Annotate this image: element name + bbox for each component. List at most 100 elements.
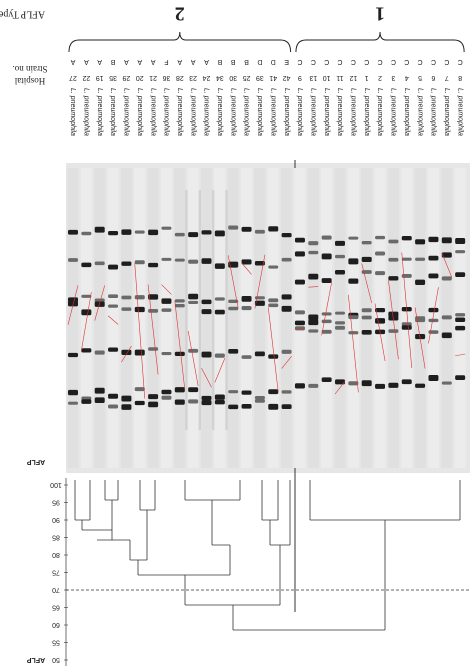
band	[415, 279, 426, 286]
strain-no: 11	[336, 74, 343, 81]
band	[254, 296, 265, 300]
hospital: D	[271, 58, 276, 65]
band	[268, 389, 279, 395]
band	[294, 310, 305, 315]
band	[428, 330, 439, 334]
band	[134, 400, 145, 406]
band	[268, 403, 279, 410]
band	[455, 272, 466, 277]
species: L. pneumophila	[149, 88, 156, 136]
lane	[374, 168, 386, 468]
band	[81, 231, 92, 236]
band	[161, 308, 172, 312]
band	[321, 253, 332, 260]
band	[415, 318, 426, 323]
band	[361, 315, 372, 320]
hospital: A	[190, 58, 195, 65]
scale-label: 65	[52, 604, 60, 611]
band	[375, 251, 386, 256]
band	[294, 279, 305, 285]
band	[188, 232, 199, 238]
hospital: A	[70, 58, 75, 65]
band	[214, 230, 225, 237]
marker-line	[441, 252, 453, 278]
band	[455, 317, 466, 322]
lane	[187, 168, 199, 468]
band	[294, 326, 305, 331]
lane	[334, 168, 346, 468]
hospital: C	[404, 58, 409, 65]
band	[348, 381, 359, 386]
band	[415, 257, 426, 261]
scale-label: 70	[52, 586, 60, 593]
band	[401, 322, 412, 327]
strain-no: 6	[431, 74, 435, 81]
species: L. pneumophila	[309, 88, 316, 136]
marker-line	[414, 307, 426, 369]
marker-line	[161, 284, 172, 295]
species: L. pneumophila	[456, 88, 463, 136]
band	[214, 400, 225, 405]
species: L. pneumophila	[350, 88, 357, 136]
marker-line	[187, 330, 199, 386]
branch	[138, 480, 241, 605]
band	[161, 226, 172, 230]
band	[108, 231, 119, 236]
band	[321, 319, 332, 324]
band	[108, 304, 119, 308]
hospital: C	[364, 58, 369, 65]
band	[148, 347, 159, 351]
band	[335, 311, 345, 315]
band	[415, 383, 426, 388]
marker-line	[107, 315, 119, 325]
band	[121, 395, 132, 402]
band	[281, 404, 292, 410]
band	[428, 318, 439, 323]
band	[134, 230, 145, 234]
band	[201, 351, 212, 358]
scale-label: 85	[52, 534, 60, 541]
marker-line	[281, 355, 292, 369]
species: L. pneumophila	[283, 88, 290, 136]
hospital: B	[110, 58, 115, 65]
hospital: C	[444, 58, 449, 65]
marker-line	[201, 367, 212, 388]
band	[68, 258, 78, 262]
lane	[281, 168, 293, 468]
band	[254, 229, 265, 234]
band	[308, 383, 319, 388]
strain-no: 21	[149, 74, 157, 81]
band	[428, 255, 439, 261]
scale-label: 80	[52, 551, 60, 558]
species: L. pneumophila	[109, 88, 116, 136]
lane	[147, 168, 159, 468]
band	[108, 264, 119, 270]
hospital: C	[418, 58, 423, 65]
dendrogram	[74, 480, 461, 631]
band	[241, 296, 252, 302]
band	[321, 312, 332, 316]
band	[108, 294, 119, 299]
strain-no: 8	[458, 74, 462, 81]
band	[428, 307, 439, 313]
band	[375, 318, 386, 324]
band	[134, 260, 145, 265]
band	[254, 261, 265, 266]
band	[228, 225, 239, 230]
band	[68, 389, 78, 396]
hospital: C	[297, 58, 302, 65]
branch	[309, 480, 461, 630]
band	[241, 259, 252, 265]
band	[441, 237, 452, 244]
hospital-header: Hospital	[14, 76, 45, 86]
hospital: A	[124, 58, 129, 65]
band	[68, 229, 78, 235]
lane	[107, 168, 119, 468]
band	[321, 377, 332, 382]
band	[401, 273, 412, 278]
species: L. pneumophila	[243, 88, 250, 136]
band	[308, 314, 319, 321]
band	[214, 353, 225, 358]
band	[348, 315, 359, 320]
band	[254, 396, 265, 400]
